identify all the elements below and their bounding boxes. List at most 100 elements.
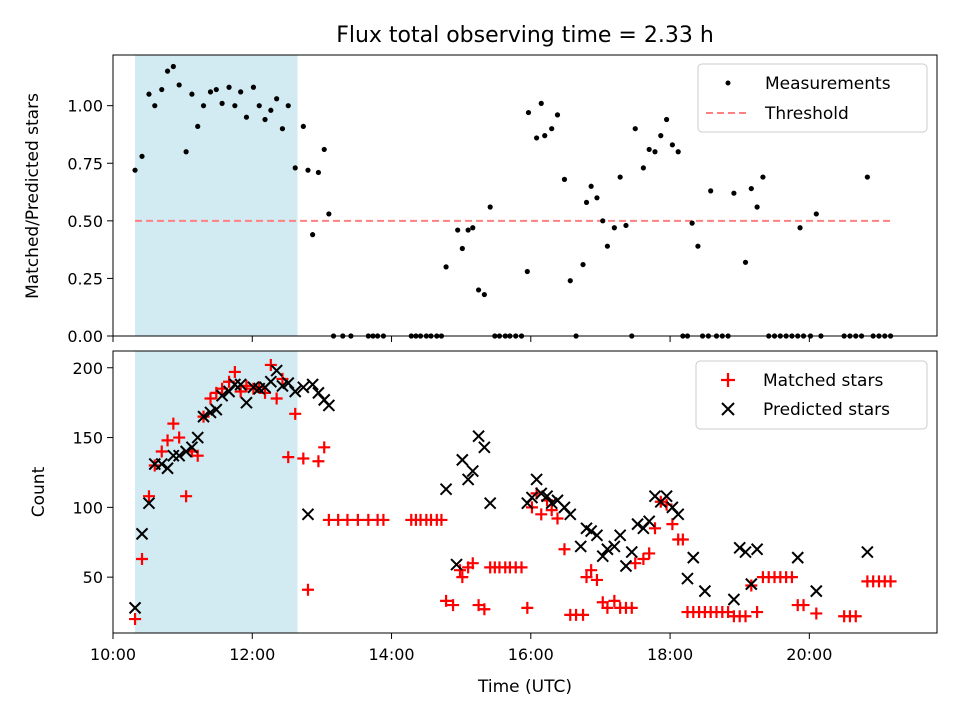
predicted-star-point bbox=[660, 489, 673, 503]
measurement-point bbox=[207, 89, 214, 95]
predicted-star-point bbox=[289, 385, 302, 398]
matched-star-point bbox=[558, 543, 571, 556]
y-tick-label: 1.00 bbox=[67, 97, 103, 116]
matched-star-point bbox=[228, 365, 241, 378]
measurement-point bbox=[243, 114, 250, 120]
predicted-star-point bbox=[264, 375, 278, 388]
predicted-star-point bbox=[301, 508, 315, 521]
measurement-point bbox=[465, 227, 471, 233]
measurement-point bbox=[640, 165, 646, 171]
predicted-star-point bbox=[155, 457, 168, 471]
measurement-point bbox=[689, 220, 695, 226]
y-tick-label: 100 bbox=[72, 498, 103, 517]
measurement-point bbox=[583, 199, 590, 206]
measurement-point bbox=[797, 225, 803, 231]
predicted-star-point bbox=[540, 489, 554, 503]
measurement-point bbox=[632, 126, 638, 132]
matched-star-point bbox=[629, 557, 642, 570]
matched-star-point bbox=[142, 490, 155, 503]
measurement-point bbox=[232, 103, 238, 109]
predicted-star-point bbox=[210, 403, 223, 416]
predicted-star-point bbox=[240, 396, 253, 409]
matched-star-point bbox=[551, 512, 564, 525]
predicted-star-point bbox=[631, 517, 644, 531]
measurement-point bbox=[219, 100, 225, 106]
measurement-point bbox=[754, 204, 760, 210]
predicted-star-point bbox=[306, 378, 319, 391]
matched-star-point bbox=[666, 518, 679, 531]
ratio-panel: 0.00 0.25 0.50 0.75 1.00 Flux total observin… bbox=[23, 23, 938, 346]
matched-star-point bbox=[521, 601, 534, 614]
matched-star-point bbox=[341, 513, 354, 526]
x-tick-label: 18:00 bbox=[647, 645, 693, 664]
measurement-point bbox=[176, 82, 182, 88]
matched-star-point bbox=[377, 513, 390, 526]
measurement-point bbox=[213, 86, 219, 93]
measurement-point bbox=[305, 167, 311, 173]
measurement-point bbox=[195, 123, 201, 130]
legend-marker-measurements bbox=[725, 80, 731, 86]
measurement-point bbox=[864, 174, 870, 180]
legend-label-threshold: Threshold bbox=[764, 104, 849, 124]
x-tick-label: 12:00 bbox=[229, 645, 275, 664]
predicted-star-point bbox=[687, 551, 700, 564]
measurement-point bbox=[524, 268, 530, 275]
measurement-point bbox=[567, 278, 573, 284]
matched-star-point bbox=[297, 452, 310, 465]
measurement-point bbox=[669, 142, 675, 148]
y-axis-ticks: 50 100 150 200 bbox=[72, 359, 113, 587]
measurement-point bbox=[646, 146, 652, 153]
matched-star-point bbox=[276, 372, 289, 385]
measurement-point bbox=[760, 174, 766, 180]
matched-star-point bbox=[301, 583, 314, 596]
measurement-point bbox=[226, 84, 232, 90]
measurement-point bbox=[594, 195, 600, 201]
predicted-star-point bbox=[861, 545, 874, 559]
predicted-star-point bbox=[472, 429, 485, 443]
matched-star-point bbox=[648, 522, 661, 535]
matched-stars-points bbox=[129, 358, 897, 626]
x-tick-label: 16:00 bbox=[508, 645, 554, 664]
predicted-star-point bbox=[270, 364, 283, 377]
measurement-point bbox=[525, 109, 532, 116]
chart-title: Flux total observing time = 2.33 h bbox=[336, 23, 714, 48]
predicted-star-point bbox=[322, 399, 336, 412]
predicted-star-point bbox=[625, 545, 638, 559]
predicted-star-point bbox=[791, 551, 804, 564]
measurement-point bbox=[534, 135, 540, 141]
matched-star-point bbox=[608, 594, 621, 607]
legend-label-matched: Matched stars bbox=[763, 371, 883, 391]
measurement-point bbox=[623, 222, 629, 229]
y-tick-label: 0.50 bbox=[67, 212, 103, 231]
matched-star-point bbox=[282, 451, 295, 464]
matched-star-point bbox=[577, 608, 590, 621]
predicted-star-point bbox=[142, 496, 156, 510]
plot-frame bbox=[112, 350, 938, 634]
predicted-star-point bbox=[596, 550, 609, 563]
measurement-point bbox=[617, 174, 623, 180]
measurement-point bbox=[611, 225, 617, 231]
measurement-point bbox=[538, 100, 544, 106]
measurement-point bbox=[600, 218, 606, 224]
predicted-star-point bbox=[698, 584, 712, 598]
measurement-point bbox=[675, 149, 681, 155]
predicted-star-point bbox=[619, 559, 633, 573]
matched-star-point bbox=[264, 358, 277, 371]
x-tick-label: 10:00 bbox=[90, 645, 136, 664]
predicted-star-point bbox=[733, 541, 746, 555]
legend: Measurements Threshold bbox=[697, 63, 928, 133]
predicted-star-point bbox=[564, 508, 577, 521]
predicted-star-point bbox=[161, 462, 174, 475]
measurement-point bbox=[481, 291, 487, 298]
measurement-point bbox=[475, 287, 482, 293]
measurement-point bbox=[285, 103, 291, 109]
matched-star-point bbox=[580, 571, 593, 584]
matched-star-point bbox=[466, 557, 479, 570]
predicted-star-point bbox=[642, 515, 656, 528]
matched-star-point bbox=[625, 601, 638, 614]
predicted-star-point bbox=[215, 389, 229, 402]
measurement-point bbox=[731, 190, 737, 196]
matched-star-point bbox=[191, 449, 204, 462]
measurement-point bbox=[300, 123, 306, 130]
predicted-star-point bbox=[745, 577, 758, 591]
